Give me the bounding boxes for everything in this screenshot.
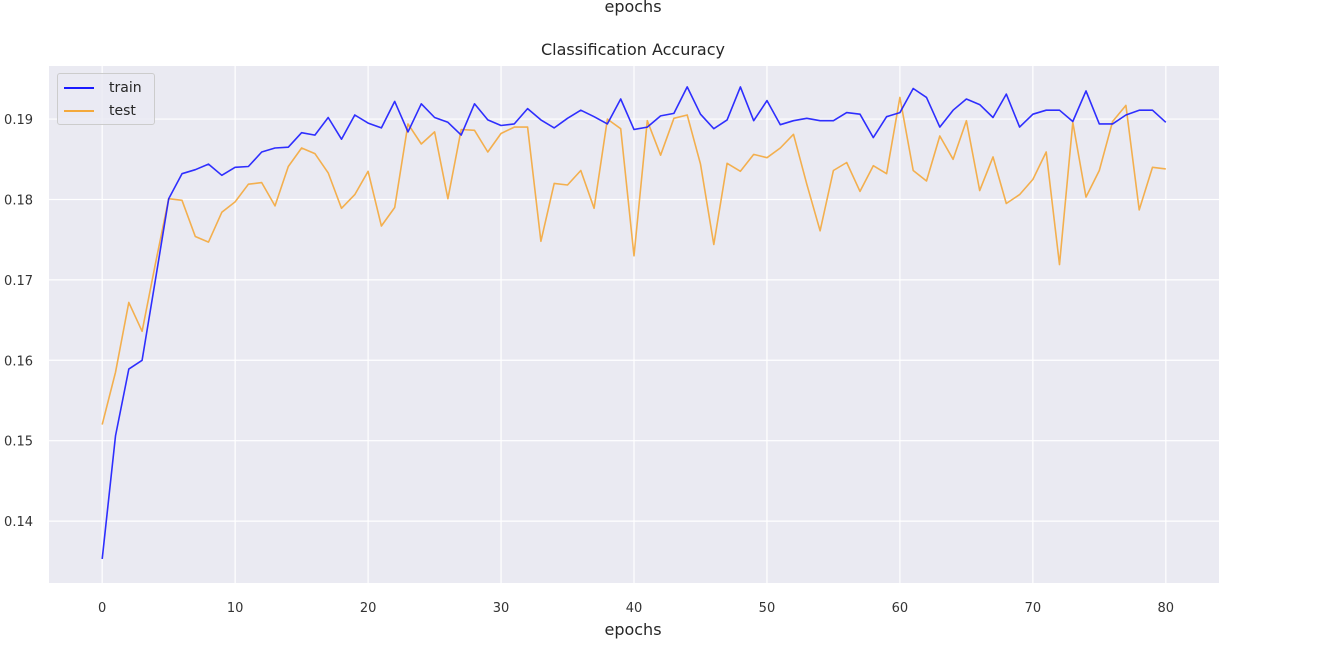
y-tick-label: 0.18 bbox=[4, 193, 33, 208]
x-tick-label: 20 bbox=[360, 601, 377, 616]
y-tick-label: 0.16 bbox=[4, 354, 33, 369]
y-tick-label: 0.15 bbox=[4, 435, 33, 450]
x-tick-label: 10 bbox=[227, 601, 244, 616]
legend-label-train: train bbox=[109, 80, 142, 96]
x-tick-label: 40 bbox=[626, 601, 643, 616]
legend: train test bbox=[57, 73, 155, 125]
x-tick-label: 0 bbox=[98, 601, 106, 616]
legend-item-test: test bbox=[64, 101, 136, 121]
x-tick-label: 80 bbox=[1158, 601, 1175, 616]
x-tick-label: 70 bbox=[1025, 601, 1042, 616]
x-tick-label: 30 bbox=[493, 601, 510, 616]
series-line-train bbox=[101, 86, 1167, 559]
legend-swatch-test bbox=[64, 110, 94, 112]
x-axis-label: epochs bbox=[604, 620, 662, 639]
legend-swatch-train bbox=[64, 87, 94, 89]
chart-title: Classification Accuracy bbox=[541, 40, 725, 59]
x-tick-label: 50 bbox=[759, 601, 776, 616]
series-line-test bbox=[101, 96, 1166, 425]
x-tick-label: 60 bbox=[892, 601, 909, 616]
top-axis-label: epochs bbox=[604, 0, 662, 16]
legend-label-test: test bbox=[109, 103, 136, 119]
legend-item-train: train bbox=[64, 78, 142, 98]
y-tick-label: 0.19 bbox=[4, 113, 33, 128]
y-tick-label: 0.14 bbox=[4, 515, 33, 530]
y-tick-label: 0.17 bbox=[4, 274, 33, 289]
